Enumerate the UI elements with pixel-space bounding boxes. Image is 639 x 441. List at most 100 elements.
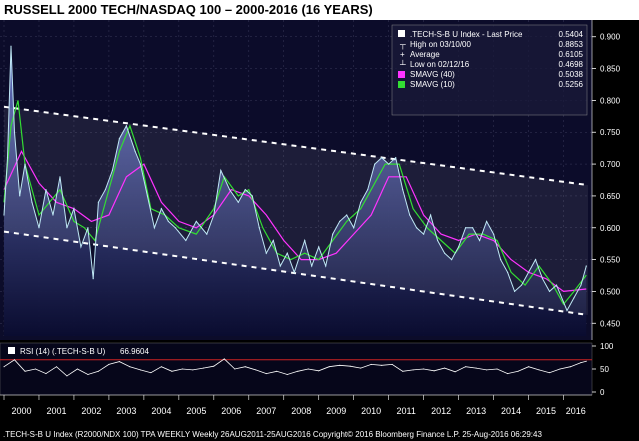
y-tick-label: 0.650 <box>600 192 621 201</box>
y-tick-label: 0.600 <box>600 224 621 233</box>
rsi-point <box>297 370 299 372</box>
rsi-point <box>370 363 372 365</box>
legend-value-high: 0.8853 <box>559 40 584 49</box>
rsi-y-tick-label: 50 <box>600 365 609 374</box>
price-point <box>160 208 162 210</box>
price-point <box>318 246 320 248</box>
price-point <box>346 214 348 216</box>
price-point <box>506 271 509 273</box>
rsi-point <box>528 366 530 368</box>
channel-band <box>4 106 588 315</box>
price-point <box>444 252 446 254</box>
rsi-point <box>234 368 236 370</box>
price-point <box>206 233 208 235</box>
price-point <box>272 239 274 242</box>
y-tick-label: 0.850 <box>600 65 621 74</box>
rsi-point <box>507 373 509 375</box>
legend-value-low: 0.4698 <box>559 60 584 69</box>
price-point <box>19 195 21 197</box>
price-point <box>213 214 215 216</box>
x-tick-label: 2000 <box>11 406 31 416</box>
rsi-point <box>549 372 551 374</box>
price-point <box>555 284 558 286</box>
price-point <box>167 220 169 222</box>
legend-label-price: .TECH-S-B U Index - Last Price <box>410 30 523 39</box>
price-point <box>409 214 411 216</box>
rsi-point <box>129 366 131 368</box>
price-point <box>353 227 355 229</box>
y-tick-label: 0.550 <box>600 256 621 265</box>
rsi-point <box>97 370 99 372</box>
price-point <box>527 271 530 273</box>
legend-value-average: 0.6105 <box>559 50 584 59</box>
rsi-point <box>496 368 498 370</box>
price-y-axis: 0.900 0.850 0.800 0.750 0.700 0.650 0.600 0.550… <box>591 20 621 340</box>
price-point <box>52 214 54 216</box>
chart-title: RUSSELL 2000 TECH/NASDAQ 100 – 2000-2016… <box>4 2 373 17</box>
price-point <box>118 138 121 140</box>
price-point <box>465 227 467 229</box>
price-point <box>332 233 334 235</box>
price-point <box>492 233 495 235</box>
price-point <box>258 227 260 229</box>
price-point <box>73 208 75 210</box>
rsi-point <box>423 368 425 370</box>
x-tick-label: 2009 <box>326 406 346 416</box>
legend-marker-smavg10 <box>398 81 405 88</box>
rsi-point <box>223 358 225 360</box>
x-tick-label: 2011 <box>396 406 415 416</box>
x-tick-label: 2014 <box>501 406 521 416</box>
rsi-legend-label: RSI (14) (.TECH-S-B U) <box>20 347 106 356</box>
price-point <box>437 239 439 242</box>
rsi-point <box>34 368 36 370</box>
legend-label-low: Low on 02/12/16 <box>410 60 470 69</box>
x-tick-label: 2004 <box>151 406 171 416</box>
price-point <box>244 188 246 191</box>
rsi-point <box>13 359 15 361</box>
price-point <box>451 258 453 261</box>
rsi-point <box>213 365 215 367</box>
rsi-point <box>585 360 587 362</box>
price-point <box>97 201 100 203</box>
price-point <box>548 290 551 293</box>
price-point <box>66 227 68 229</box>
x-tick-label: 2013 <box>466 406 486 416</box>
rsi-point <box>244 366 246 368</box>
rsi-point <box>570 366 572 368</box>
legend-label-smavg40: SMAVG (40) <box>410 70 455 79</box>
price-point <box>13 131 16 133</box>
price-point <box>31 201 33 203</box>
low-marker-icon: ┴ <box>399 59 406 69</box>
price-point <box>381 157 383 159</box>
rsi-point <box>360 367 362 369</box>
series-line-price <box>3 46 587 312</box>
price-point <box>585 265 587 267</box>
rsi-point <box>160 366 162 368</box>
price-point <box>220 169 222 172</box>
rsi-point <box>181 368 183 370</box>
y-tick-label: 0.900 <box>600 33 621 42</box>
rsi-point <box>580 362 582 364</box>
rsi-point <box>150 372 152 374</box>
price-point <box>416 227 418 229</box>
rsi-point <box>265 373 267 375</box>
rsi-point <box>45 373 47 375</box>
x-tick-label: 2001 <box>46 406 66 416</box>
x-tick-label: 2003 <box>116 406 136 416</box>
price-points <box>3 45 587 312</box>
x-tick-label: 2007 <box>256 406 276 416</box>
price-point <box>45 188 47 191</box>
price-point <box>59 176 61 178</box>
price-point <box>10 45 12 47</box>
price-point <box>87 227 89 229</box>
price-point <box>279 265 281 267</box>
rsi-point <box>412 369 414 371</box>
rsi-point <box>108 363 110 365</box>
rsi-y-tick-label: 0 <box>600 388 605 397</box>
channel-lower-line <box>3 230 589 316</box>
rsi-point <box>286 374 288 376</box>
x-axis: 2000 2001 2002 2003 2004 2005 2006 2007 2008 2009… <box>0 394 592 416</box>
rsi-points <box>3 358 587 377</box>
rsi-point <box>66 375 68 377</box>
rsi-y-tick-label: 100 <box>600 342 614 351</box>
